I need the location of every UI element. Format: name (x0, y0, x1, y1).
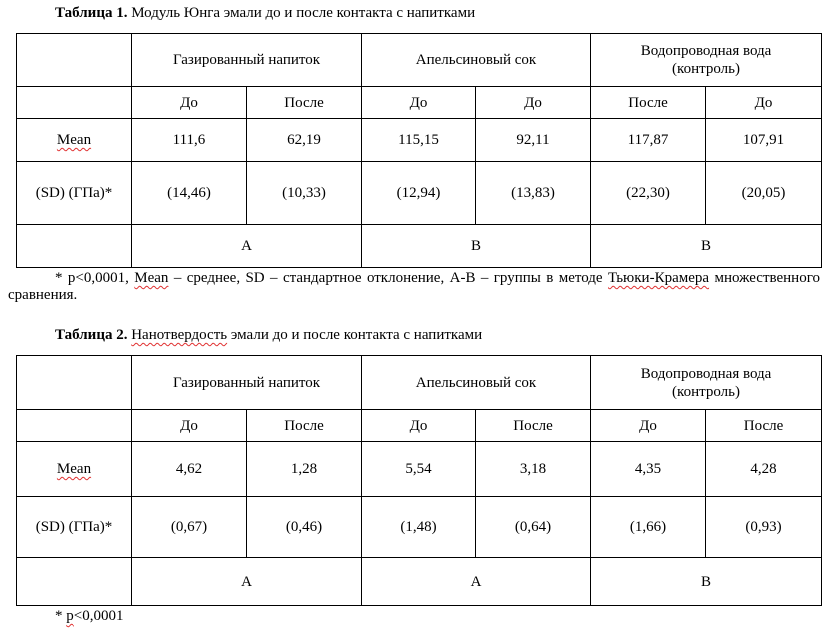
cell: (12,94) (361, 161, 476, 225)
cell: 92,11 (474, 118, 592, 162)
cell: 62,19 (246, 118, 362, 162)
table-row: (SD) (ГПа)* (0,67) (0,46) (1,48) (0,64) (1,6… (16, 496, 823, 558)
cell: 5,54 (361, 441, 476, 497)
caption-label: Таблица 1. (55, 5, 128, 21)
cell: 4,62 (131, 441, 247, 497)
subheader: После (705, 409, 823, 442)
cell: (14,46) (131, 161, 247, 225)
group-header: Водопроводная вода (контроль) (590, 355, 823, 410)
empty-cell (16, 409, 132, 442)
table-row: Mean 4,62 1,28 5,54 3,18 4,35 4,28 (16, 441, 823, 497)
group-header: Газированный напиток (131, 355, 362, 410)
row-label: (SD) (ГПа)* (16, 496, 132, 558)
row-label: Mean (16, 441, 132, 497)
empty-cell (16, 224, 132, 268)
subheader: После (590, 86, 707, 119)
row-label: Mean (16, 118, 132, 162)
empty-cell (16, 355, 132, 410)
empty-cell (16, 33, 132, 87)
subheader: После (246, 409, 362, 442)
caption-text: Модуль Юнга эмали до и после контакта с … (127, 5, 476, 21)
cell: 107,91 (705, 118, 823, 162)
group-letter: B (590, 224, 823, 268)
caption-label: Таблица 2. (55, 327, 128, 343)
table-row: Mean 111,6 62,19 115,15 92,11 117,87 107,91 (16, 118, 823, 162)
subheader: До (474, 86, 592, 119)
cell: (1,48) (361, 496, 476, 558)
cell: 4,28 (705, 441, 823, 497)
table1-footnote: * p<0,0001, Mean – среднее, SD – стандар… (8, 270, 820, 303)
subheader: До (361, 409, 476, 442)
cell: 115,15 (361, 118, 476, 162)
empty-cell (16, 86, 132, 119)
subheader: После (474, 409, 592, 442)
table-row: (SD) (ГПа)* (14,46) (10,33) (12,94) (13,83)… (16, 161, 823, 225)
cell: (13,83) (474, 161, 592, 225)
row-label: (SD) (ГПа)* (16, 161, 132, 225)
cell: (0,93) (705, 496, 823, 558)
cell: 4,35 (590, 441, 707, 497)
group-letter: B (590, 557, 823, 606)
cell: (0,67) (131, 496, 247, 558)
table2-footnote: * p<0,0001 (55, 608, 124, 624)
group-header: Апельсиновый сок (360, 355, 592, 410)
table2: Газированный напиток Апельсиновый сок Во… (16, 355, 823, 606)
cell: 111,6 (131, 118, 247, 162)
cell: (0,64) (474, 496, 592, 558)
cell: (22,30) (590, 161, 707, 225)
cell: 3,18 (474, 441, 592, 497)
subheader: До (131, 86, 247, 119)
cell: (20,05) (705, 161, 823, 225)
cell: (1,66) (590, 496, 707, 558)
group-header: Апельсиновый сок (360, 33, 592, 87)
group-header: Газированный напиток (131, 33, 362, 87)
group-header: Водопроводная вода (контроль) (590, 33, 823, 87)
subheader: До (705, 86, 823, 119)
group-letter: B (360, 224, 592, 268)
subheader: До (131, 409, 247, 442)
cell: 117,87 (590, 118, 707, 162)
table1: Газированный напиток Апельсиновый сок Во… (16, 33, 823, 268)
subheader: До (361, 86, 476, 119)
subheader: После (246, 86, 362, 119)
cell: (10,33) (246, 161, 362, 225)
table1-caption: Таблица 1. Модуль Юнга эмали до и после … (55, 5, 475, 22)
cell: (0,46) (246, 496, 362, 558)
group-letter: A (360, 557, 592, 606)
group-letter: A (131, 224, 362, 268)
empty-cell (16, 557, 132, 606)
subheader: До (590, 409, 707, 442)
cell: 1,28 (246, 441, 362, 497)
table2-caption: Таблица 2. Нанотвердость эмали до и посл… (55, 327, 483, 343)
group-letter: A (131, 557, 362, 606)
caption-text: эмали до и после контакта с напитками (227, 327, 483, 343)
